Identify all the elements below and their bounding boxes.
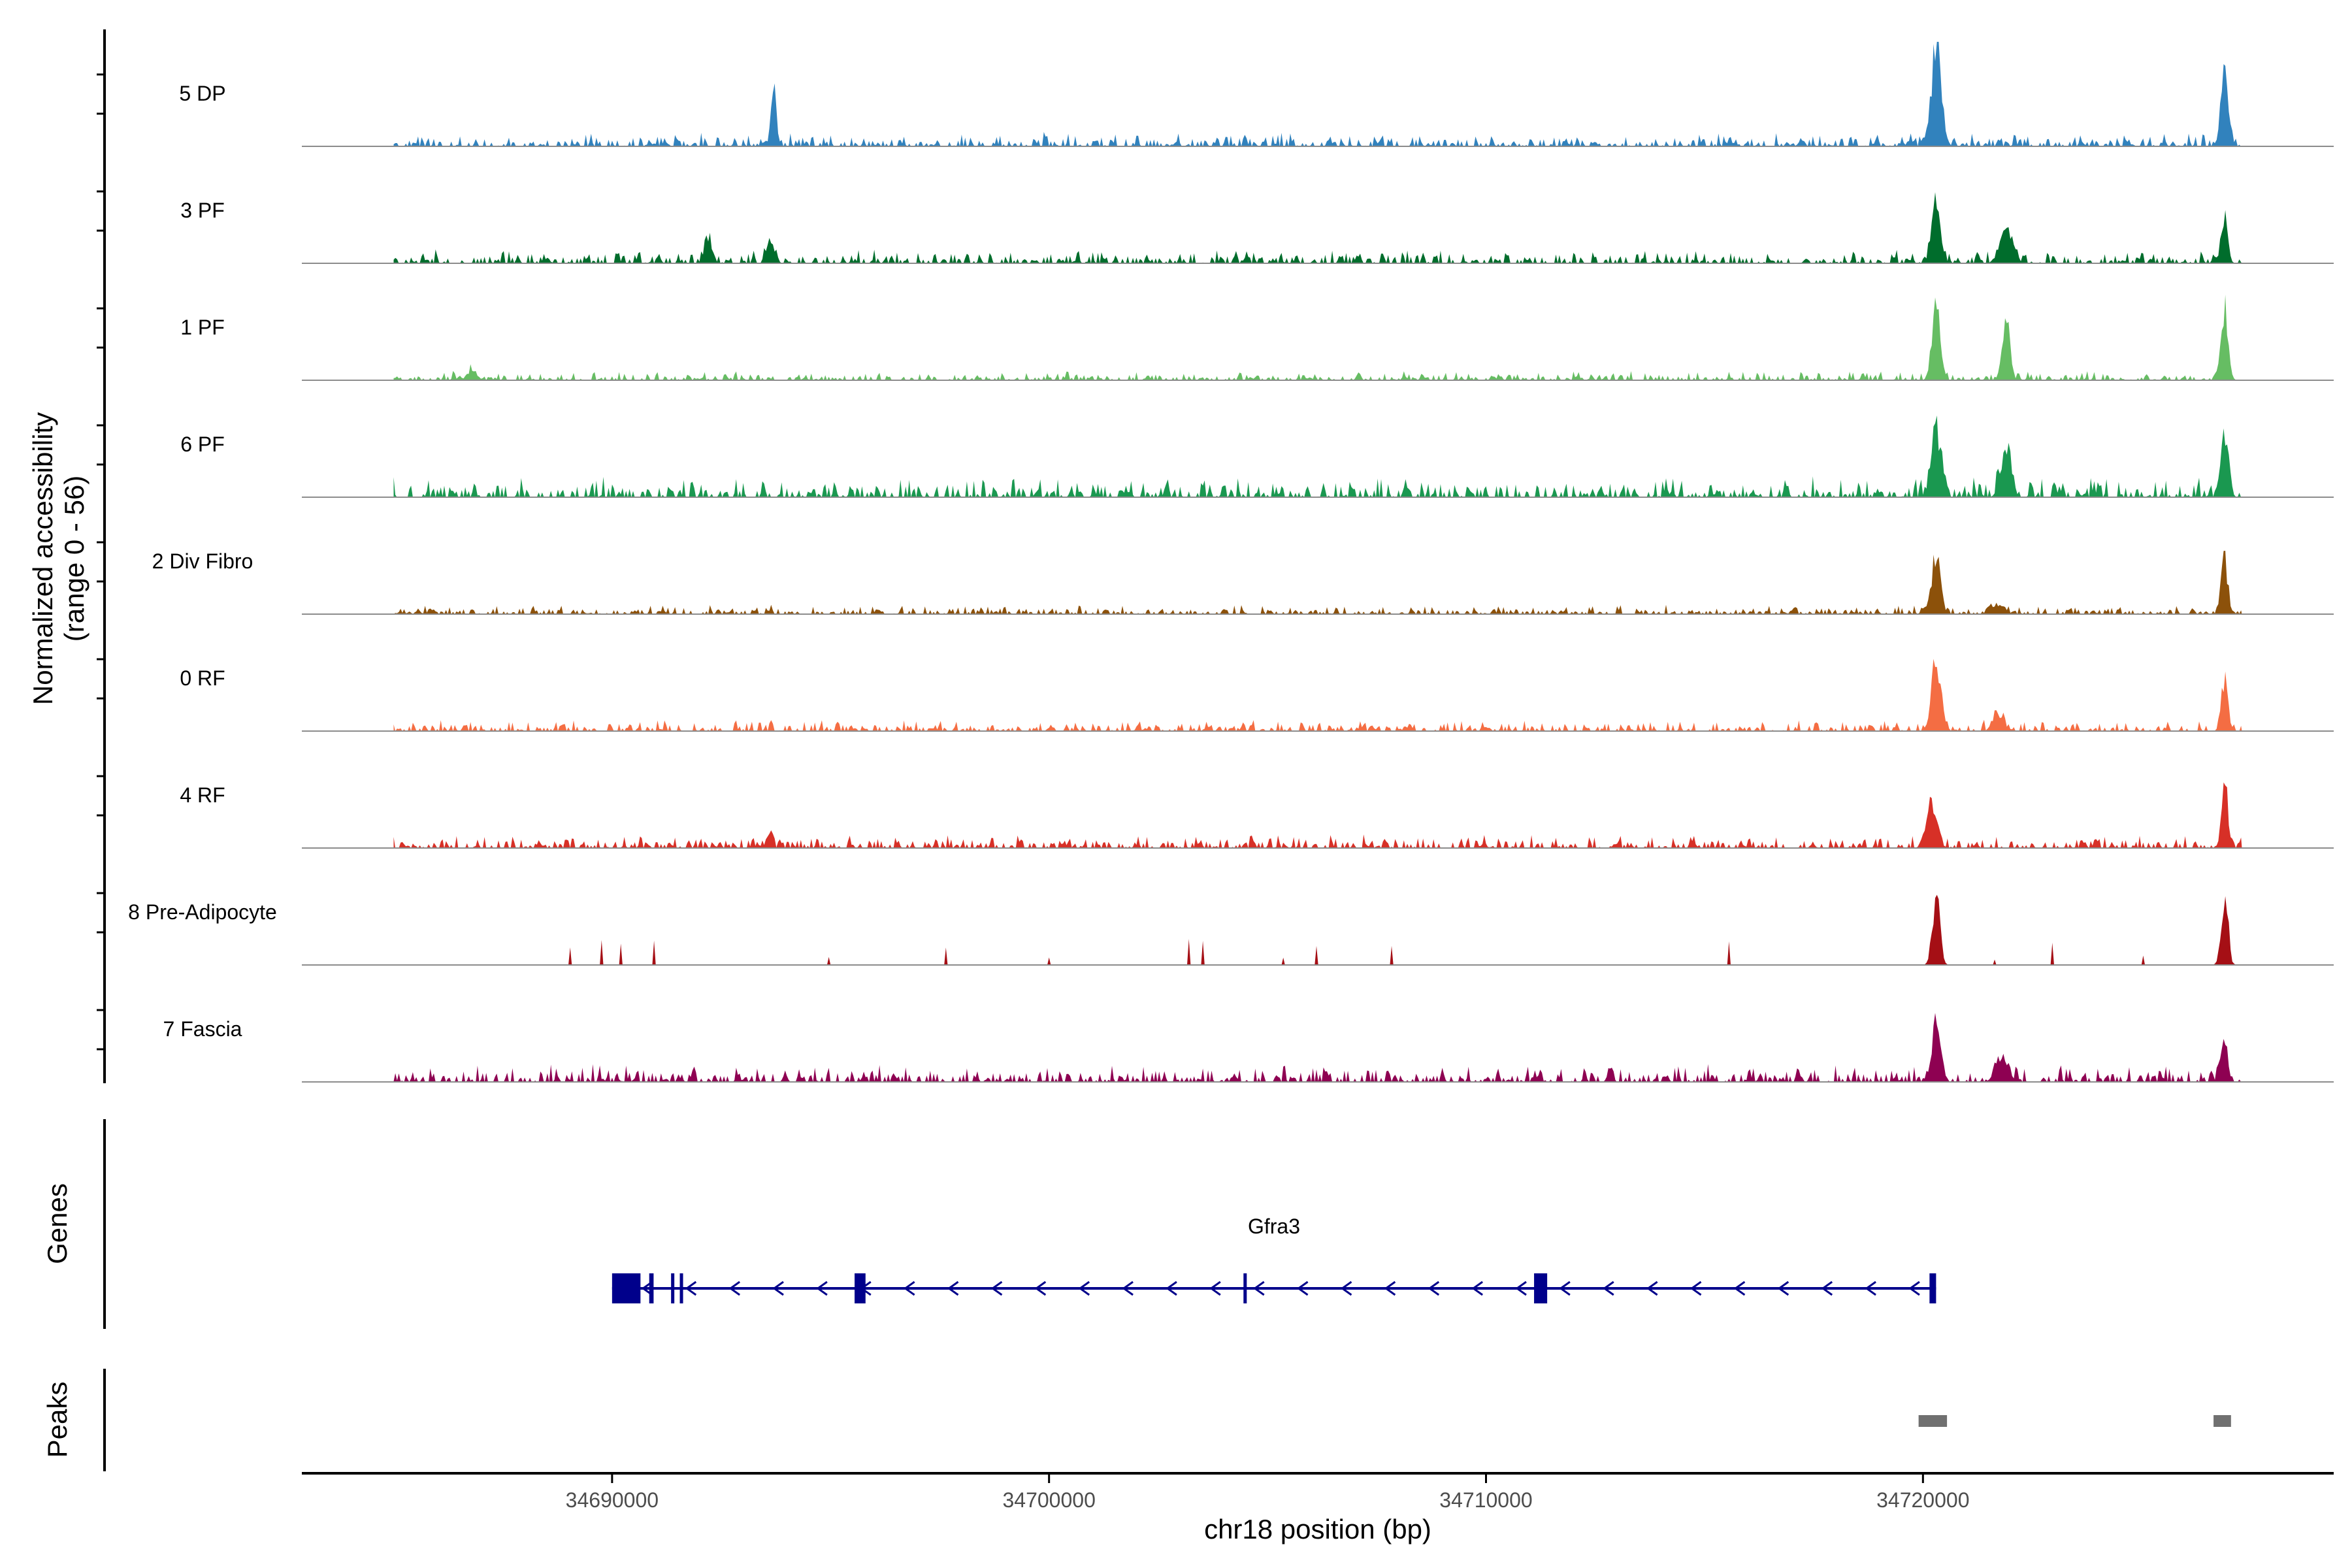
track-label-2: 1 PF bbox=[180, 316, 225, 339]
gene-strand-arrow bbox=[1166, 1281, 1177, 1296]
coverage-area-track-6 bbox=[393, 782, 2242, 848]
gene-strand-arrow bbox=[1034, 1281, 1047, 1296]
x-tick-label-0: 34690000 bbox=[566, 1488, 659, 1512]
coverage-area-track-2 bbox=[393, 295, 2242, 380]
track-labels: 5 DP 3 PF 1 PF 6 PF 2 Div Fibro 0 RF 4 RF 8 Pre… bbox=[128, 82, 277, 1041]
coverage-area-track-1 bbox=[393, 192, 2242, 263]
x-tick-label-1: 34700000 bbox=[1002, 1488, 1095, 1512]
gene-exon-5 bbox=[1243, 1273, 1247, 1303]
called-peak-1 bbox=[2213, 1415, 2231, 1427]
gene-exon-1 bbox=[649, 1273, 654, 1303]
gene-strand-arrow bbox=[1733, 1281, 1746, 1296]
coverage-area-track-5 bbox=[393, 659, 2242, 731]
y-axis-label-line2: (range 0 - 56) bbox=[59, 476, 90, 642]
track-label-0: 5 DP bbox=[179, 82, 225, 105]
gene-strand-arrow bbox=[1821, 1281, 1833, 1296]
track-label-4: 2 Div Fibro bbox=[152, 549, 253, 573]
gene-strand-arrow bbox=[1471, 1281, 1483, 1296]
track-label-6: 4 RF bbox=[180, 783, 225, 807]
gene-strand-arrow bbox=[1209, 1281, 1221, 1296]
peaks-panel-label: Peaks bbox=[42, 1382, 73, 1458]
track-label-1: 3 PF bbox=[180, 199, 225, 222]
gene-strand-arrow bbox=[816, 1281, 828, 1296]
track-label-5: 0 RF bbox=[180, 666, 225, 690]
x-tick-label-3: 34720000 bbox=[1876, 1488, 1969, 1512]
called-peak-0 bbox=[1918, 1415, 1948, 1427]
gene-strand-arrow bbox=[1777, 1281, 1789, 1296]
gene-strand-arrow bbox=[904, 1281, 915, 1296]
genes-panel-label: Genes bbox=[42, 1183, 73, 1264]
coverage-area-track-4 bbox=[393, 551, 2242, 614]
gene-exon-2 bbox=[671, 1273, 675, 1303]
track-label-7: 8 Pre-Adipocyte bbox=[128, 900, 277, 924]
gene-strand-arrow bbox=[1297, 1281, 1309, 1296]
gene-strand-arrow bbox=[1908, 1281, 1920, 1296]
x-axis-label: chr18 position (bp) bbox=[1204, 1514, 1431, 1544]
y-axis-label-line1: Normalized accessibility bbox=[27, 412, 58, 705]
called-peaks bbox=[1918, 1415, 2231, 1427]
gene-strand-arrow bbox=[990, 1281, 1003, 1296]
gene-strand-arrow bbox=[1646, 1281, 1658, 1296]
gene-strand-arrow bbox=[1603, 1281, 1614, 1296]
gene-strand-arrow bbox=[641, 1281, 653, 1296]
gene-strand-arrow bbox=[1384, 1281, 1396, 1296]
gene-name-label: Gfra3 bbox=[1248, 1215, 1300, 1238]
x-tick-label-2: 34710000 bbox=[1439, 1488, 1532, 1512]
gene-exon-4 bbox=[855, 1273, 866, 1303]
gene-strand-arrow bbox=[1078, 1281, 1090, 1296]
gene-strand-arrow bbox=[1515, 1281, 1527, 1296]
coverage-area-track-7 bbox=[393, 894, 2242, 965]
gene-exon-6 bbox=[1534, 1273, 1548, 1303]
gene-strand-arrow bbox=[728, 1281, 741, 1296]
gene-strand-arrow bbox=[1690, 1281, 1702, 1296]
gene-strand-arrow bbox=[685, 1281, 697, 1296]
coverage-tracks bbox=[302, 42, 2334, 1083]
gene-exon-7 bbox=[1929, 1273, 1936, 1303]
track-label-3: 6 PF bbox=[180, 433, 225, 456]
gene-strand-arrow bbox=[947, 1281, 959, 1296]
x-axis-ticks: 34690000 34700000 34710000 34720000 bbox=[566, 1473, 1969, 1512]
coverage-area-track-0 bbox=[393, 42, 2242, 146]
gene-strand-arrow bbox=[772, 1281, 784, 1296]
gene-strand-arrow bbox=[1122, 1281, 1134, 1296]
coverage-area-track-3 bbox=[393, 416, 2242, 497]
gene-strand-arrow bbox=[1559, 1281, 1571, 1296]
gene-exon-3 bbox=[679, 1273, 683, 1303]
gene-exon-0 bbox=[612, 1273, 641, 1303]
gene-strand-arrow bbox=[1865, 1281, 1876, 1296]
coverage-area-track-8 bbox=[393, 1013, 2242, 1082]
gene-model bbox=[612, 1273, 1936, 1303]
gene-strand-arrow bbox=[1253, 1281, 1265, 1296]
gene-strand-arrow bbox=[1428, 1281, 1440, 1296]
coverage-y-axis-ticks bbox=[97, 73, 105, 1051]
track-label-8: 7 Fascia bbox=[163, 1017, 242, 1041]
gene-strand-arrow bbox=[1340, 1281, 1352, 1296]
